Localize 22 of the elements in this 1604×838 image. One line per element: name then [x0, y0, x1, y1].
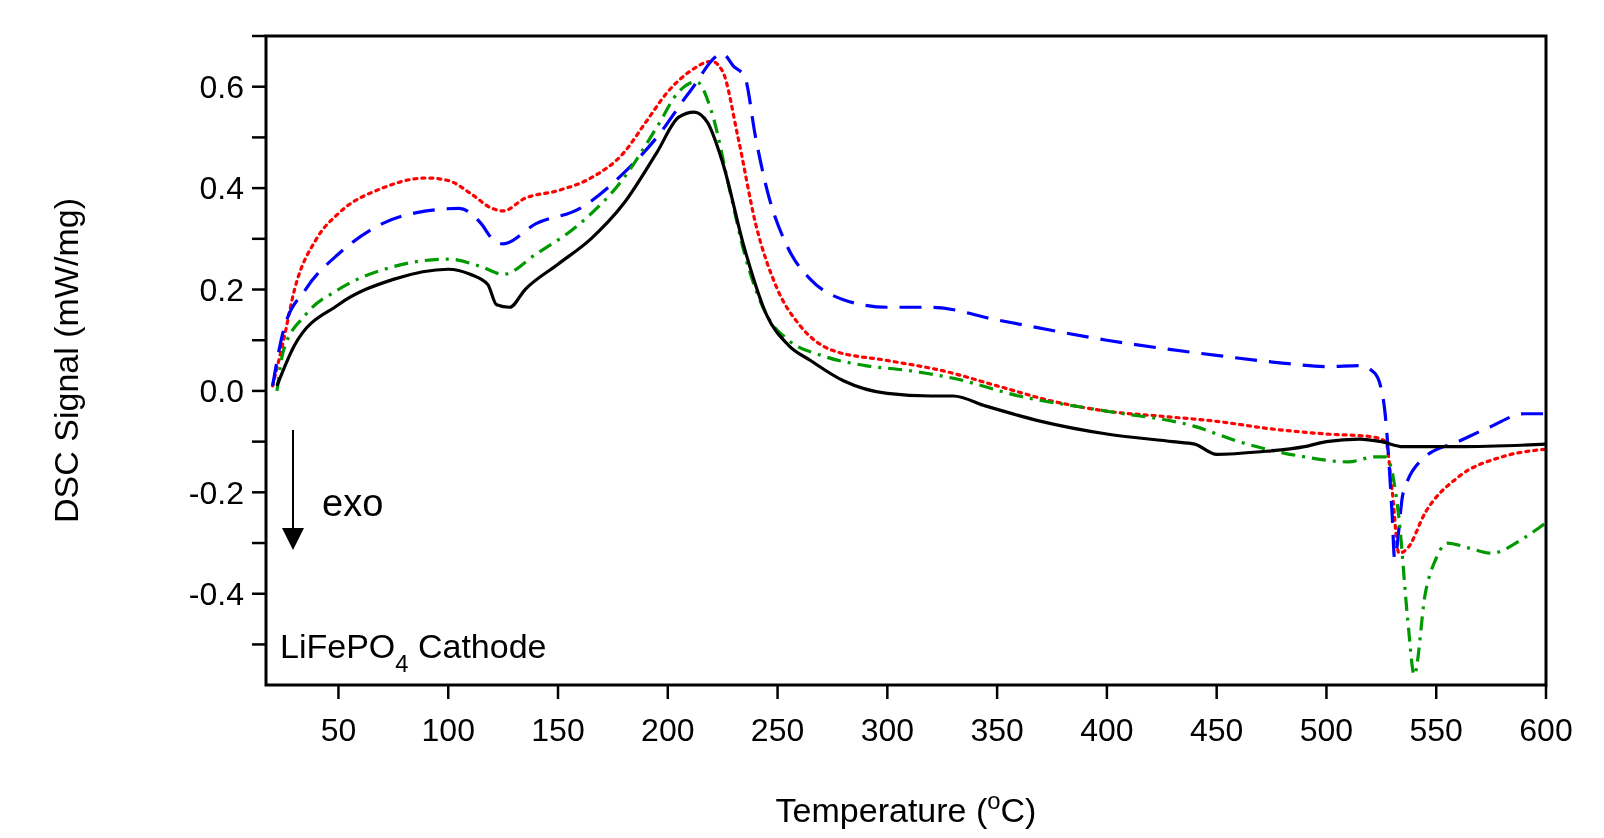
y-tick-label: -0.2 [188, 474, 244, 511]
x-tick-label: 400 [1080, 712, 1134, 748]
x-tick-label: 450 [1189, 712, 1244, 748]
x-tick-label: 550 [1409, 712, 1463, 748]
x-axis-title: Temperature ($^{o}$C) [775, 786, 1037, 829]
y-tick-label: 0.4 [199, 170, 244, 207]
x-tick-label: 300 [860, 712, 915, 748]
x-tick-label: 600 [1519, 712, 1573, 748]
x-tick-label: 150 [531, 712, 585, 748]
annotation: exo [322, 482, 384, 524]
y-tick-label: 0.2 [199, 271, 244, 308]
x-tick-label: 200 [641, 712, 695, 748]
y-tick-label: 0.0 [199, 373, 244, 410]
annotation: LiFePO$_{4}$ Cathode [280, 627, 547, 677]
x-tick-label: 350 [970, 712, 1024, 748]
x-tick-label: 50 [320, 712, 357, 748]
y-tick-label: -0.4 [188, 575, 244, 612]
x-tick-label: 500 [1299, 712, 1354, 748]
y-axis-title: DSC Signal (mW/mg) [47, 198, 85, 523]
x-tick-label: 250 [750, 712, 805, 748]
x-tick-label: 100 [421, 712, 475, 748]
y-tick-label: 0.6 [199, 68, 244, 105]
